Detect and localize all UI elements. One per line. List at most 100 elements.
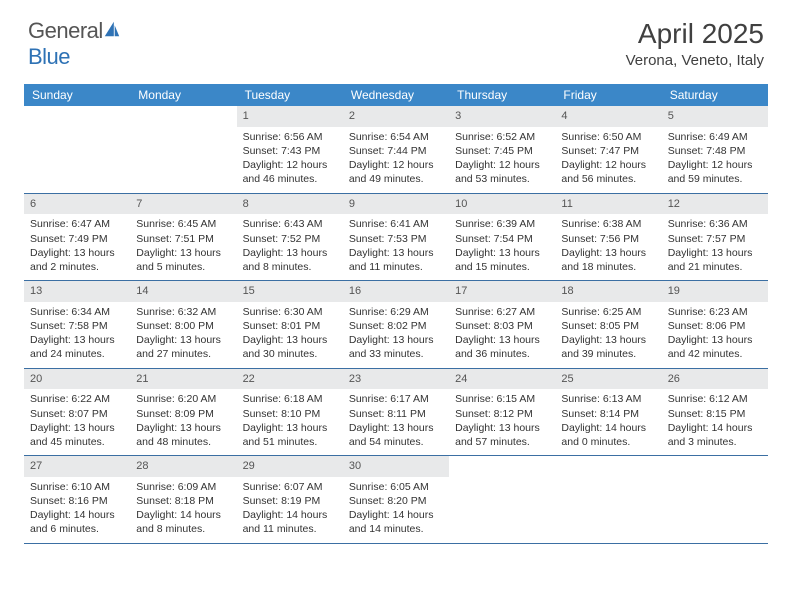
sunrise-text: Sunrise: 6:38 AM [561,217,655,231]
day-header-row: SundayMondayTuesdayWednesdayThursdayFrid… [24,84,768,106]
daylight-text: Daylight: 13 hours and 24 minutes. [30,333,124,361]
sunset-text: Sunset: 7:58 PM [30,319,124,333]
sunset-text: Sunset: 8:12 PM [455,407,549,421]
week-row: 20Sunrise: 6:22 AMSunset: 8:07 PMDayligh… [24,369,768,457]
sunset-text: Sunset: 7:57 PM [668,232,762,246]
sunset-text: Sunset: 7:51 PM [136,232,230,246]
week-row: 1Sunrise: 6:56 AMSunset: 7:43 PMDaylight… [24,106,768,194]
day-cell: 30Sunrise: 6:05 AMSunset: 8:20 PMDayligh… [343,456,449,543]
day-body: Sunrise: 6:10 AMSunset: 8:16 PMDaylight:… [24,480,130,537]
day-body: Sunrise: 6:34 AMSunset: 7:58 PMDaylight:… [24,305,130,362]
sunrise-text: Sunrise: 6:50 AM [561,130,655,144]
daylight-text: Daylight: 12 hours and 56 minutes. [561,158,655,186]
day-cell: 9Sunrise: 6:41 AMSunset: 7:53 PMDaylight… [343,194,449,281]
day-header-cell: Saturday [662,84,768,106]
day-header-cell: Sunday [24,84,130,106]
daylight-text: Daylight: 12 hours and 46 minutes. [243,158,337,186]
weeks-container: 1Sunrise: 6:56 AMSunset: 7:43 PMDaylight… [24,106,768,544]
day-number: 12 [662,194,768,215]
daylight-text: Daylight: 13 hours and 36 minutes. [455,333,549,361]
sunset-text: Sunset: 7:52 PM [243,232,337,246]
sunset-text: Sunset: 8:03 PM [455,319,549,333]
daylight-text: Daylight: 13 hours and 21 minutes. [668,246,762,274]
daylight-text: Daylight: 13 hours and 18 minutes. [561,246,655,274]
sunset-text: Sunset: 8:06 PM [668,319,762,333]
day-number: 3 [449,106,555,127]
day-body: Sunrise: 6:47 AMSunset: 7:49 PMDaylight:… [24,217,130,274]
day-cell: 29Sunrise: 6:07 AMSunset: 8:19 PMDayligh… [237,456,343,543]
day-body: Sunrise: 6:13 AMSunset: 8:14 PMDaylight:… [555,392,661,449]
day-cell: 20Sunrise: 6:22 AMSunset: 8:07 PMDayligh… [24,369,130,456]
day-cell [130,106,236,193]
daylight-text: Daylight: 13 hours and 48 minutes. [136,421,230,449]
sunset-text: Sunset: 7:53 PM [349,232,443,246]
sunrise-text: Sunrise: 6:22 AM [30,392,124,406]
sunrise-text: Sunrise: 6:15 AM [455,392,549,406]
sunset-text: Sunset: 8:01 PM [243,319,337,333]
day-body: Sunrise: 6:50 AMSunset: 7:47 PMDaylight:… [555,130,661,187]
day-cell: 27 Sunrise: 6:10 AMSunset: 8:16 PMDayligh… [24,456,130,543]
daylight-text: Daylight: 14 hours and 14 minutes. [349,508,443,536]
day-body: Sunrise: 6:41 AMSunset: 7:53 PMDaylight:… [343,217,449,274]
daylight-text: Daylight: 13 hours and 45 minutes. [30,421,124,449]
day-cell: 24Sunrise: 6:15 AMSunset: 8:12 PMDayligh… [449,369,555,456]
day-cell: 17Sunrise: 6:27 AMSunset: 8:03 PMDayligh… [449,281,555,368]
daylight-text: Daylight: 13 hours and 33 minutes. [349,333,443,361]
sunrise-text: Sunrise: 6:47 AM [30,217,124,231]
daylight-text: Daylight: 14 hours and 0 minutes. [561,421,655,449]
day-number: 23 [343,369,449,390]
day-body: Sunrise: 6:05 AMSunset: 8:20 PMDaylight:… [343,480,449,537]
day-number: 27 [24,456,130,477]
day-cell: 7Sunrise: 6:45 AMSunset: 7:51 PMDaylight… [130,194,236,281]
daylight-text: Daylight: 13 hours and 8 minutes. [243,246,337,274]
sunset-text: Sunset: 8:20 PM [349,494,443,508]
sunrise-text: Sunrise: 6:05 AM [349,480,443,494]
sunrise-text: Sunrise: 6:12 AM [668,392,762,406]
sunrise-text: Sunrise: 6:49 AM [668,130,762,144]
daylight-text: Daylight: 14 hours and 6 minutes. [30,508,124,536]
day-body: Sunrise: 6:25 AMSunset: 8:05 PMDaylight:… [555,305,661,362]
sunrise-text: Sunrise: 6:36 AM [668,217,762,231]
day-cell [555,456,661,543]
header: GeneralBlue April 2025 Verona, Veneto, I… [0,0,792,78]
day-number: 5 [662,106,768,127]
sunset-text: Sunset: 8:15 PM [668,407,762,421]
day-body: Sunrise: 6:22 AMSunset: 8:07 PMDaylight:… [24,392,130,449]
daylight-text: Daylight: 13 hours and 30 minutes. [243,333,337,361]
day-cell [662,456,768,543]
day-number: 19 [662,281,768,302]
week-row: 27 Sunrise: 6:10 AMSunset: 8:16 PMDayligh… [24,456,768,544]
day-number: 21 [130,369,236,390]
day-number: 13 [24,281,130,302]
day-cell: 5Sunrise: 6:49 AMSunset: 7:48 PMDaylight… [662,106,768,193]
day-body: Sunrise: 6:39 AMSunset: 7:54 PMDaylight:… [449,217,555,274]
daylight-text: Daylight: 14 hours and 8 minutes. [136,508,230,536]
day-cell: 10Sunrise: 6:39 AMSunset: 7:54 PMDayligh… [449,194,555,281]
daylight-text: Daylight: 12 hours and 53 minutes. [455,158,549,186]
sail-icon [103,18,121,36]
day-body: Sunrise: 6:36 AMSunset: 7:57 PMDaylight:… [662,217,768,274]
day-body: Sunrise: 6:52 AMSunset: 7:45 PMDaylight:… [449,130,555,187]
title-block: April 2025 Verona, Veneto, Italy [626,18,764,69]
sunset-text: Sunset: 8:18 PM [136,494,230,508]
sunrise-text: Sunrise: 6:32 AM [136,305,230,319]
day-header-cell: Wednesday [343,84,449,106]
sunset-text: Sunset: 7:47 PM [561,144,655,158]
sunset-text: Sunset: 7:48 PM [668,144,762,158]
day-body: Sunrise: 6:15 AMSunset: 8:12 PMDaylight:… [449,392,555,449]
sunset-text: Sunset: 8:19 PM [243,494,337,508]
day-cell: 11Sunrise: 6:38 AMSunset: 7:56 PMDayligh… [555,194,661,281]
sunset-text: Sunset: 8:09 PM [136,407,230,421]
day-body: Sunrise: 6:12 AMSunset: 8:15 PMDaylight:… [662,392,768,449]
day-number: 7 [130,194,236,215]
day-cell: 19Sunrise: 6:23 AMSunset: 8:06 PMDayligh… [662,281,768,368]
day-cell: 23Sunrise: 6:17 AMSunset: 8:11 PMDayligh… [343,369,449,456]
day-cell [24,106,130,193]
day-cell: 13 Sunrise: 6:34 AMSunset: 7:58 PMDayligh… [24,281,130,368]
sunset-text: Sunset: 8:02 PM [349,319,443,333]
sunset-text: Sunset: 8:00 PM [136,319,230,333]
day-cell: 26Sunrise: 6:12 AMSunset: 8:15 PMDayligh… [662,369,768,456]
day-cell: 18Sunrise: 6:25 AMSunset: 8:05 PMDayligh… [555,281,661,368]
sunset-text: Sunset: 7:45 PM [455,144,549,158]
day-number: 25 [555,369,661,390]
